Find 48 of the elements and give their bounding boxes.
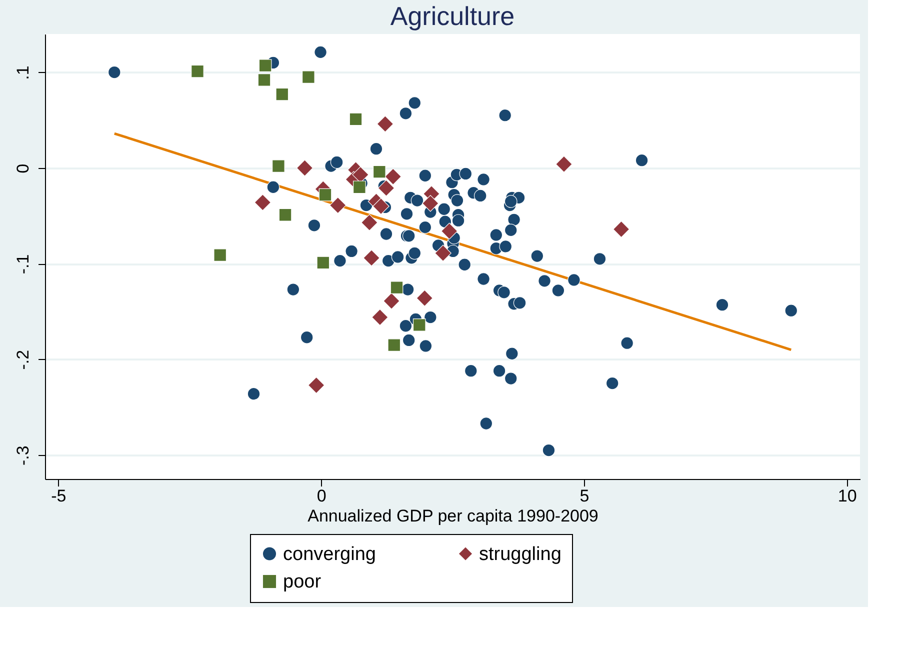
y-tick-label: .1 [14,66,32,80]
x-tick-label: 10 [838,486,857,506]
point [296,160,314,176]
point [361,214,378,231]
point [278,208,292,222]
point [372,308,388,326]
x-tick-label: -5 [51,486,66,506]
chart-title: Agriculture [390,1,515,31]
point [376,116,394,132]
point [612,220,630,238]
point [388,338,401,352]
legend-label: converging [283,544,376,565]
point [349,112,362,126]
point [384,168,402,185]
point [372,198,390,215]
point [318,188,332,202]
point [191,64,204,78]
point [440,222,458,240]
y-tick-label: -.2 [14,350,32,370]
point [308,376,325,394]
point [316,256,330,270]
point [258,74,271,86]
y-tick-label: 0 [14,164,32,174]
point [258,59,272,72]
point [353,180,366,194]
x-tick-label: 5 [580,486,590,506]
point [416,290,433,306]
point [434,244,452,262]
point [330,196,346,214]
legend-label: struggling [479,544,562,565]
legend-label: poor [283,572,322,592]
point [556,156,572,173]
y-tick-label: -.1 [14,254,32,274]
point [422,195,439,212]
point [378,180,395,196]
point [254,194,272,211]
point [412,318,426,332]
y-tick-label: -.3 [14,446,32,466]
point [276,88,289,101]
point [272,160,285,172]
point [214,248,227,262]
point [363,250,380,266]
point [302,70,315,84]
point [383,292,400,310]
point [390,281,404,294]
x-axis-title: Annualized GDP per capita 1990-2009 [308,506,598,526]
x-tick-label: 0 [316,486,326,506]
point [372,165,386,178]
